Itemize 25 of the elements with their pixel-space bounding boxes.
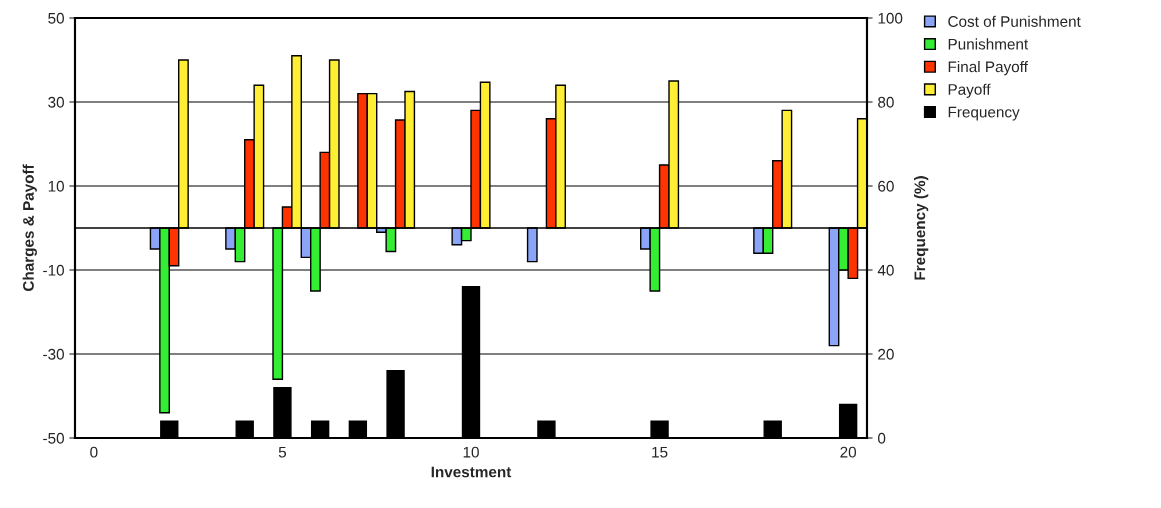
y2-tick-label: 100 xyxy=(878,12,903,24)
y2-axis-title: Frequency (%) xyxy=(914,176,929,280)
x-tick-label: 15 xyxy=(652,446,668,458)
x-axis-title: Investment xyxy=(431,466,512,478)
y2-tick-label: 0 xyxy=(878,432,886,444)
x-tick-label: 5 xyxy=(278,446,287,458)
x-tick-label: 0 xyxy=(90,446,98,458)
y-tick-label: 50 xyxy=(48,12,64,24)
y2-tick-label: 60 xyxy=(878,180,894,192)
y-tick-label: -10 xyxy=(43,264,64,276)
x-tick-label: 10 xyxy=(463,446,479,458)
y-axis-title: Charges & Payoff xyxy=(22,164,37,292)
legend-label: Frequency xyxy=(948,106,1020,121)
y2-tick-label: 80 xyxy=(878,96,894,108)
legend-label: Punishment xyxy=(948,38,1029,50)
y-tick-label: 10 xyxy=(48,180,64,192)
y2-tick-label: 40 xyxy=(877,264,894,276)
y2-tick-label: 20 xyxy=(878,348,894,360)
legend-label: Payoff xyxy=(948,83,991,98)
legend-label: Final Payoff xyxy=(948,61,1028,76)
legend-label: Cost of Punishment xyxy=(948,15,1081,27)
y-tick-label: 30 xyxy=(48,96,64,108)
y-tick-label: -50 xyxy=(43,432,64,444)
y-tick-label: -30 xyxy=(43,348,64,360)
x-tick-label: 20 xyxy=(840,446,857,458)
